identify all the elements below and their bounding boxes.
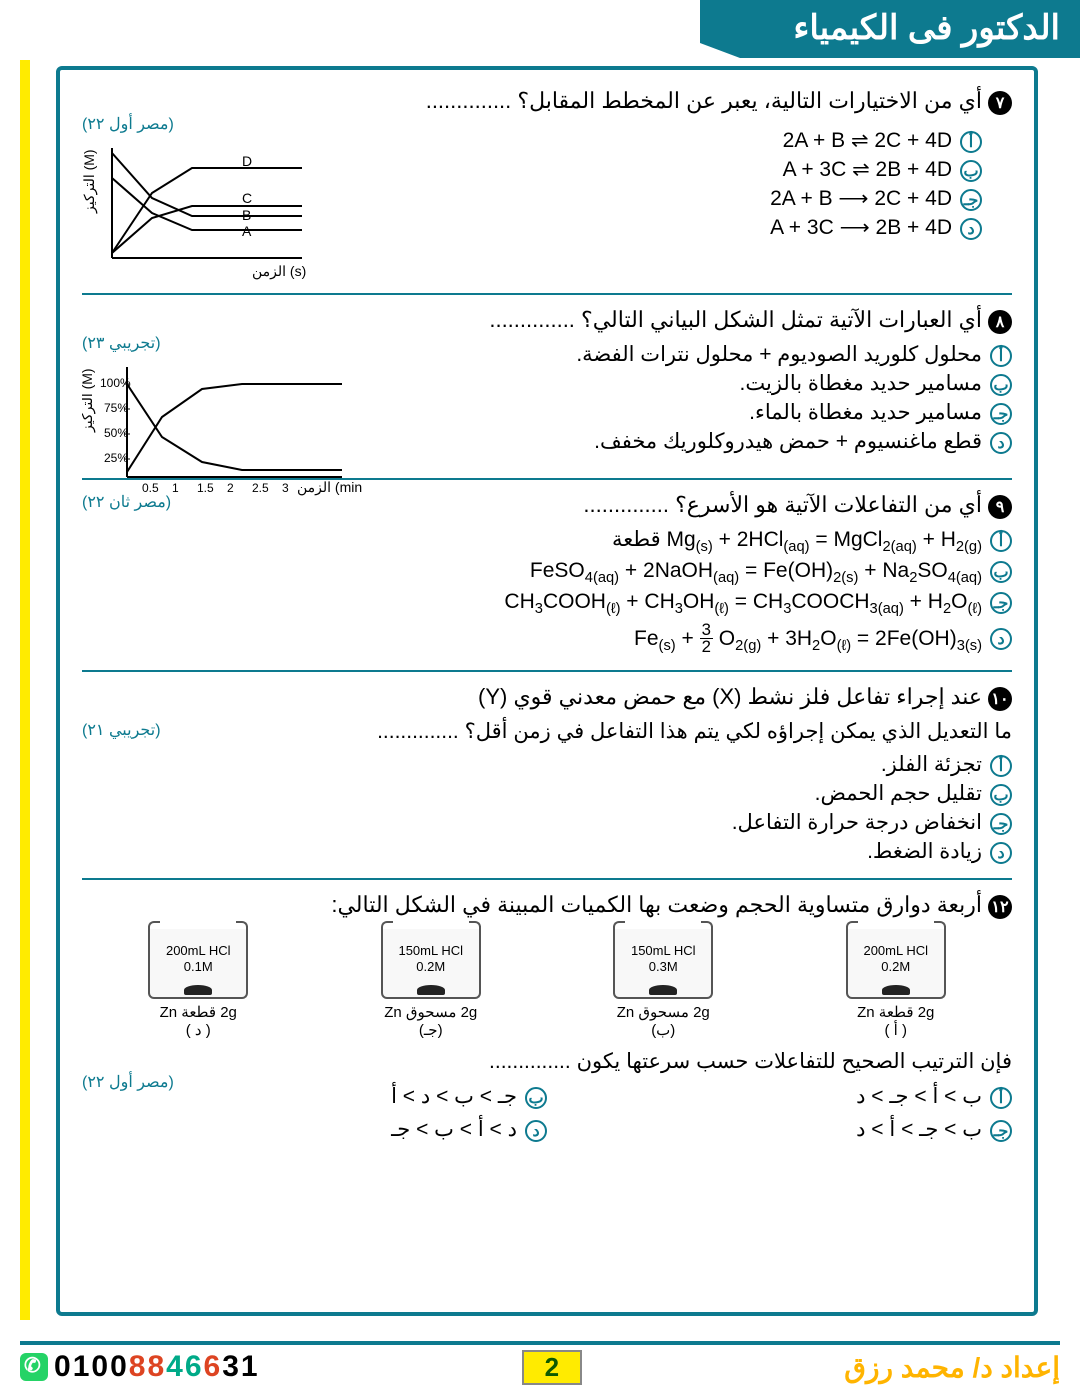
qsub-10: ما التعديل الذي يمكن إجراؤه لكي يتم هذا …: [82, 719, 1012, 744]
chart-svg-q8: 100% 75% 50% 25% 0.5 1 1.5 2 2.5 3 الزمن…: [82, 357, 362, 507]
opt-8c: مسامير حديد مغطاة بالماء.: [749, 400, 982, 425]
svg-text:100%: 100%: [100, 376, 131, 390]
qtext-12: أربعة دوارق متساوية الحجم وضعت بها الكمي…: [331, 892, 982, 918]
opt-8b: مسامير حديد مغطاة بالزيت.: [740, 371, 982, 396]
question-9: ٩ أي من التفاعلات الآتية هو الأسرع؟ ....…: [82, 492, 1012, 672]
decor-yellow-strip: [20, 60, 30, 1320]
svg-text:B: B: [242, 207, 251, 223]
qnum-12: ١٢: [988, 895, 1012, 919]
ans-12a: ب > أ > جـ > د: [856, 1084, 982, 1109]
opt-9c: CH3COOH(ℓ) + CH3OH(ℓ) = CH3COOCH3(aq) + …: [504, 590, 982, 617]
opt-9a: قطعة Mg(s) + 2HCl(aq) = MgCl2(aq) + H2(g…: [612, 527, 982, 555]
chart-q7: (مصر أول ٢٢) D C B A الزمن (s) التركيز (…: [82, 114, 322, 293]
tag-q9: (مصر ثان ٢٢): [82, 492, 171, 512]
opt-10a: تجزئة الفلز.: [881, 752, 982, 777]
whatsapp-icon: [20, 1353, 48, 1381]
svg-text:التركيز (M): التركيز (M): [82, 368, 96, 433]
tag-q10: (تجريبي ٢١): [82, 720, 161, 740]
question-12: ١٢ أربعة دوارق متساوية الحجم وضعت بها ال…: [82, 892, 1012, 1156]
qnum-9: ٩: [988, 495, 1012, 519]
page: الدكتور فى الكيمياء ٧ أي من الاختيارات ا…: [0, 0, 1080, 1397]
question-10: ١٠ عند إجراء تفاعل فلز نشط (X) مع حمض مع…: [82, 684, 1012, 880]
opt-8a: محلول كلوريد الصوديوم + محلول نترات الفض…: [576, 342, 982, 367]
svg-text:الزمن (s): الزمن (s): [252, 263, 306, 280]
opt-10c: انخفاض درجة حرارة التفاعل.: [732, 810, 982, 835]
qtext-8: أي العبارات الآتية تمثل الشكل البياني ال…: [489, 307, 982, 333]
tag-q12: (مصر أول ٢٢): [82, 1072, 174, 1092]
svg-text:75%: 75%: [104, 401, 128, 415]
flask-row: 200mL HCl0.2M 2g قطعة Zn ( أ ) 150mL HCl…: [82, 929, 1012, 1039]
flask-d: 200mL HCl0.1M 2g قطعة Zn ( د ): [148, 929, 248, 1039]
svg-text:C: C: [242, 190, 252, 206]
question-7: ٧ أي من الاختيارات التالية، يعبر عن المخ…: [82, 88, 1012, 295]
ans-12d: د > أ > ب > جـ: [391, 1117, 517, 1142]
svg-text:50%: 50%: [104, 426, 128, 440]
svg-text:D: D: [242, 153, 252, 169]
tag-q8: (تجريبي ٢٣): [82, 333, 362, 353]
main-content: ٧ أي من الاختيارات التالية، يعبر عن المخ…: [56, 66, 1038, 1316]
opt-9b: FeSO4(aq) + 2NaOH(aq) = Fe(OH)2(s) + Na2…: [530, 559, 982, 586]
chart-svg-q7: D C B A الزمن (s) التركيز (M): [82, 138, 322, 288]
qtext-10: عند إجراء تفاعل فلز نشط (X) مع حمض معدني…: [478, 684, 982, 710]
ans-12b: جـ > ب > د > أ: [391, 1084, 517, 1109]
qtail-12: فإن الترتيب الصحيح للتفاعلات حسب سرعتها …: [82, 1049, 1012, 1074]
flask-b: 150mL HCl0.3M 2g مسحوق Zn (ب): [613, 929, 713, 1039]
footer-author: إعداد د/ محمد رزق: [844, 1351, 1060, 1384]
qnum-10: ١٠: [988, 687, 1012, 711]
qtext-7: أي من الاختيارات التالية، يعبر عن المخطط…: [426, 88, 982, 114]
tag-q7: (مصر أول ٢٢): [82, 114, 322, 134]
opt-9d: Fe(s) + 32 O2(g) + 3H2O(ℓ) = 2Fe(OH)3(s): [634, 622, 982, 657]
question-8: ٨ أي العبارات الآتية تمثل الشكل البياني …: [82, 307, 1012, 480]
opt-10d: زيادة الضغط.: [867, 839, 982, 864]
svg-text:التركيز (M): التركيز (M): [82, 149, 98, 214]
flask-c: 150mL HCl0.2M 2g مسحوق Zn (جـ): [381, 929, 481, 1039]
opt-8d: قطع ماغنسيوم + حمض هيدروكلوريك مخفف.: [594, 429, 982, 454]
svg-text:25%: 25%: [104, 451, 128, 465]
qtext-9: أي من التفاعلات الآتية هو الأسرع؟ ......…: [583, 492, 982, 518]
qnum-7: ٧: [988, 91, 1012, 115]
svg-text:A: A: [242, 223, 252, 239]
flask-a: 200mL HCl0.2M 2g قطعة Zn ( أ ): [846, 929, 946, 1039]
qnum-8: ٨: [988, 310, 1012, 334]
ans-12c: ب > جـ > أ > د: [856, 1117, 982, 1142]
chart-q8: (تجريبي ٢٣) 100% 75% 50% 25% 0.5 1 1.5 2…: [82, 333, 362, 512]
footer-phone: 01008846631: [20, 1350, 260, 1384]
header-title: الدكتور فى الكيمياء: [700, 0, 1080, 58]
footer: إعداد د/ محمد رزق 2 01008846631: [20, 1341, 1060, 1385]
footer-pagenum: 2: [522, 1350, 582, 1385]
opt-10b: تقليل حجم الحمض.: [815, 781, 982, 806]
